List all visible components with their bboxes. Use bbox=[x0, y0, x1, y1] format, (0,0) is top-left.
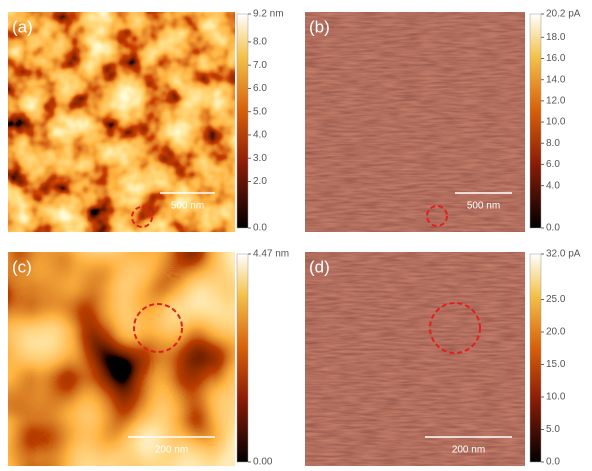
colorbar-tick-label: 7.0 bbox=[253, 60, 267, 71]
colorbar-tick-label: 15.0 bbox=[546, 359, 566, 370]
colorbar-tick-label: 2.0 bbox=[253, 176, 267, 187]
colorbar bbox=[237, 254, 248, 462]
colorbar-tick-label: 16.0 bbox=[546, 53, 566, 64]
colorbar-tick-label: 20.2 pA bbox=[546, 9, 581, 20]
colorbar bbox=[530, 14, 541, 228]
image bbox=[8, 252, 235, 466]
colorbar-tick-label: 12.0 bbox=[546, 96, 566, 107]
colorbar-tick-label: 8.0 bbox=[546, 138, 560, 149]
colorbar-tick-label: 9.2 nm bbox=[253, 9, 284, 20]
colorbar-tick-label: 25.0 bbox=[546, 294, 566, 305]
colorbar-tick-label: 4.0 bbox=[253, 130, 267, 141]
colorbar-tick-label: 6.0 bbox=[253, 83, 267, 94]
colorbar-tick-label: 18.0 bbox=[546, 32, 566, 43]
panel-label: (b) bbox=[309, 17, 330, 36]
colorbar-tick-label: 0.0 bbox=[546, 457, 560, 466]
image bbox=[305, 252, 525, 466]
colorbar-tick-label: 0.00 bbox=[253, 457, 273, 466]
colorbar bbox=[530, 254, 541, 462]
panel-label: (a) bbox=[12, 17, 33, 36]
colorbar-tick-label: 8.0 bbox=[253, 37, 267, 48]
scale-bar-label: 200 nm bbox=[452, 445, 485, 456]
image bbox=[305, 12, 525, 232]
image bbox=[8, 12, 235, 232]
colorbar bbox=[237, 14, 248, 228]
colorbar-tick-label: 10.0 bbox=[546, 392, 566, 403]
colorbar-tick-label: 3.0 bbox=[253, 153, 267, 164]
colorbar-tick-label: 0.0 bbox=[546, 223, 560, 234]
colorbar-tick-label: 5.0 bbox=[253, 106, 267, 117]
colorbar-tick-label: 4.0 bbox=[546, 180, 560, 191]
colorbar-tick-label: 10.0 bbox=[546, 117, 566, 128]
colorbar-tick-label: 4.47 nm bbox=[253, 249, 289, 260]
colorbar-tick-label: 32.0 pA bbox=[546, 249, 581, 260]
colorbar-tick-label: 5.0 bbox=[546, 424, 560, 435]
panel-label: (c) bbox=[12, 257, 32, 276]
figure: (a) 500 nm 9.2 nm 8.0 7.0 6.0 5.0 4.0 3.0 2.0 0.0 (… bbox=[0, 0, 592, 466]
colorbar-tick-label: 0.0 bbox=[253, 223, 267, 234]
scale-bar-label: 500 nm bbox=[171, 201, 204, 212]
colorbar-tick-label: 6.0 bbox=[546, 159, 560, 170]
colorbar-tick-label: 20.0 bbox=[546, 327, 566, 338]
colorbar-tick-label: 14.0 bbox=[546, 74, 566, 85]
scale-bar-label: 200 nm bbox=[155, 445, 188, 456]
scale-bar-label: 500 nm bbox=[467, 201, 500, 212]
panel-label: (d) bbox=[309, 257, 330, 276]
